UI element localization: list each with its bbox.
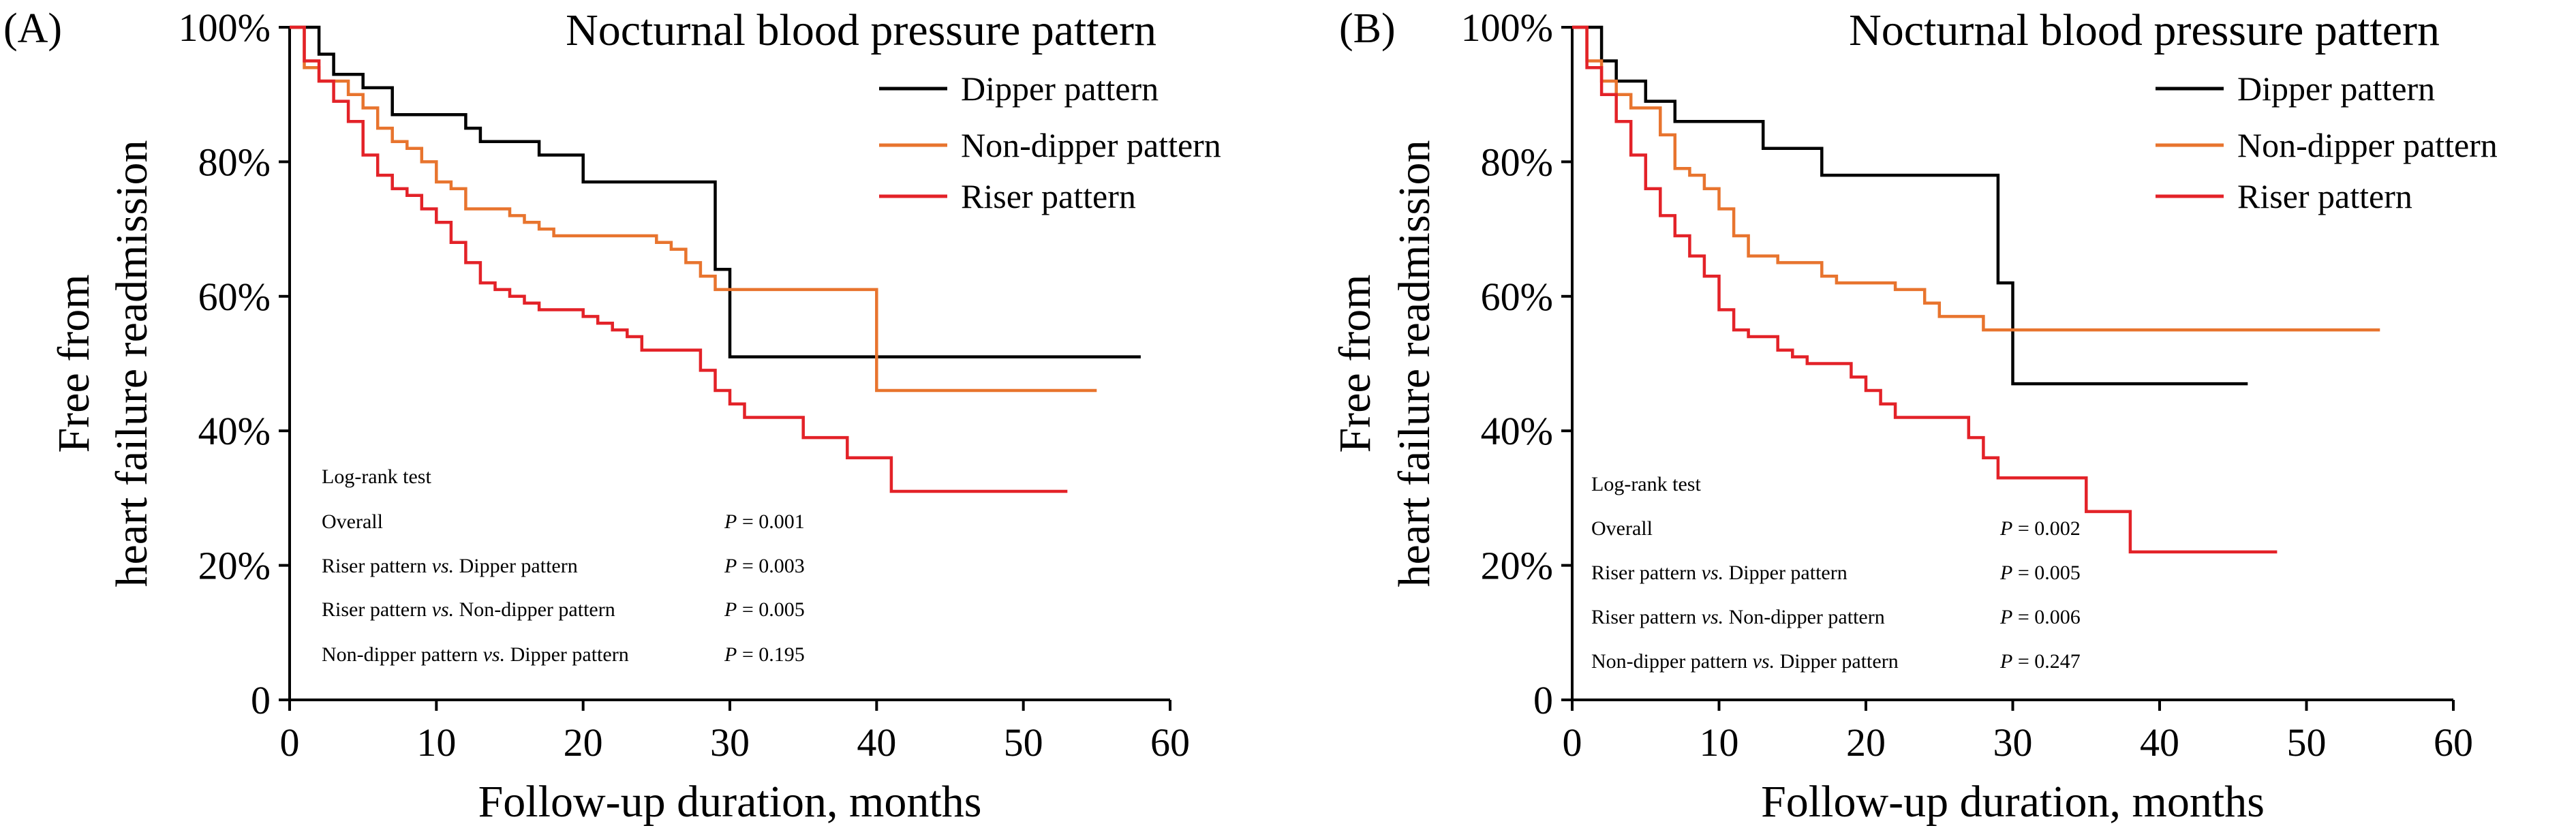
panel-label: (A) [3, 5, 62, 52]
legend-label: Riser pattern [961, 177, 1136, 215]
panel-b: 0 10 20 30 40 50 60 0 20% 40% 60% 80% 100% (B) Nocturn… [1330, 5, 2498, 827]
stats-p-value: P = 0.006 [1999, 606, 2081, 628]
y-tick-label: 40% [198, 409, 271, 453]
y-axis-title: heart failure readmission [107, 140, 157, 587]
legend-label: Dipper pattern [2237, 70, 2435, 108]
stats-heading: Log-rank test [1591, 473, 1701, 495]
legend-label: Riser pattern [2237, 177, 2412, 215]
x-tick-label: 10 [1700, 720, 1739, 765]
series-line-dipper-pattern [290, 25, 1141, 358]
y-tick-label: 20% [198, 544, 271, 588]
x-tick-label: 60 [1150, 720, 1190, 765]
panel-label: (B) [1339, 5, 1396, 52]
series-line-riser-pattern [1572, 25, 2278, 554]
y-tick-label: 40% [1481, 409, 1553, 453]
y-axis-title: heart failure readmission [1390, 140, 1439, 587]
stats-p-value: P = 0.002 [1999, 517, 2081, 540]
y-tick-label: 60% [198, 275, 271, 319]
x-axis-title: Follow-up duration, months [478, 777, 982, 827]
stats-row-label: Riser pattern vs. Dipper pattern [1591, 562, 1847, 584]
y-axis-title: Free from [1330, 274, 1380, 453]
series-line-riser-pattern [290, 25, 1068, 493]
stats-p-value: P = 0.247 [1999, 650, 2081, 673]
y-tick-label: 100% [179, 5, 271, 50]
y-tick-label: 100% [1461, 5, 1553, 50]
x-tick-label: 0 [1563, 720, 1582, 765]
stats-row-label: Overall [1591, 517, 1653, 540]
legend-label: Non-dipper pattern [2237, 126, 2498, 164]
chart-title: Nocturnal blood pressure pattern [1849, 5, 2440, 55]
y-tick-label: 60% [1481, 275, 1553, 319]
stats-row-label: Overall [322, 510, 383, 533]
x-tick-label: 50 [1004, 720, 1043, 765]
legend-label: Dipper pattern [961, 70, 1159, 108]
x-tick-label: 0 [280, 720, 300, 765]
y-tick-label: 80% [1481, 140, 1553, 184]
x-axis-title: Follow-up duration, months [1761, 777, 2265, 827]
stats-p-value: P = 0.005 [1999, 562, 2081, 584]
x-tick-label: 20 [564, 720, 603, 765]
series-line-non-dipper-pattern [290, 25, 1097, 393]
stats-p-value: P = 0.195 [724, 643, 805, 666]
y-tick-label: 20% [1481, 544, 1553, 588]
x-tick-label: 50 [2287, 720, 2327, 765]
stats-p-value: P = 0.003 [724, 555, 805, 577]
stats-row-label: Riser pattern vs. Non-dipper pattern [322, 598, 615, 621]
stats-heading: Log-rank test [322, 465, 431, 488]
series-line-dipper-pattern [1572, 25, 2248, 386]
x-tick-label: 10 [416, 720, 456, 765]
y-tick-label: 80% [198, 140, 271, 184]
x-tick-label: 30 [710, 720, 750, 765]
legend-label: Non-dipper pattern [961, 126, 1221, 164]
x-tick-label: 40 [2140, 720, 2179, 765]
y-axis-title: Free from [49, 274, 99, 453]
panel-a: 0 10 20 30 40 50 60 0 20% 40% 60% 80% 100% (A) Nocturn… [3, 5, 1221, 827]
stats-row-label: Riser pattern vs. Dipper pattern [322, 555, 578, 577]
chart-title: Nocturnal blood pressure pattern [566, 5, 1156, 55]
stats-row-label: Non-dipper pattern vs. Dipper pattern [1591, 650, 1899, 673]
x-tick-label: 60 [2434, 720, 2473, 765]
stats-p-value: P = 0.005 [724, 598, 805, 621]
y-tick-label: 0 [1533, 678, 1553, 722]
series-line-non-dipper-pattern [1572, 25, 2380, 332]
x-tick-label: 20 [1846, 720, 1886, 765]
y-tick-label: 0 [251, 678, 271, 722]
x-tick-label: 30 [1993, 720, 2033, 765]
stats-row-label: Riser pattern vs. Non-dipper pattern [1591, 606, 1885, 628]
stats-p-value: P = 0.001 [724, 510, 805, 533]
stats-row-label: Non-dipper pattern vs. Dipper pattern [322, 643, 629, 666]
x-tick-label: 40 [857, 720, 896, 765]
